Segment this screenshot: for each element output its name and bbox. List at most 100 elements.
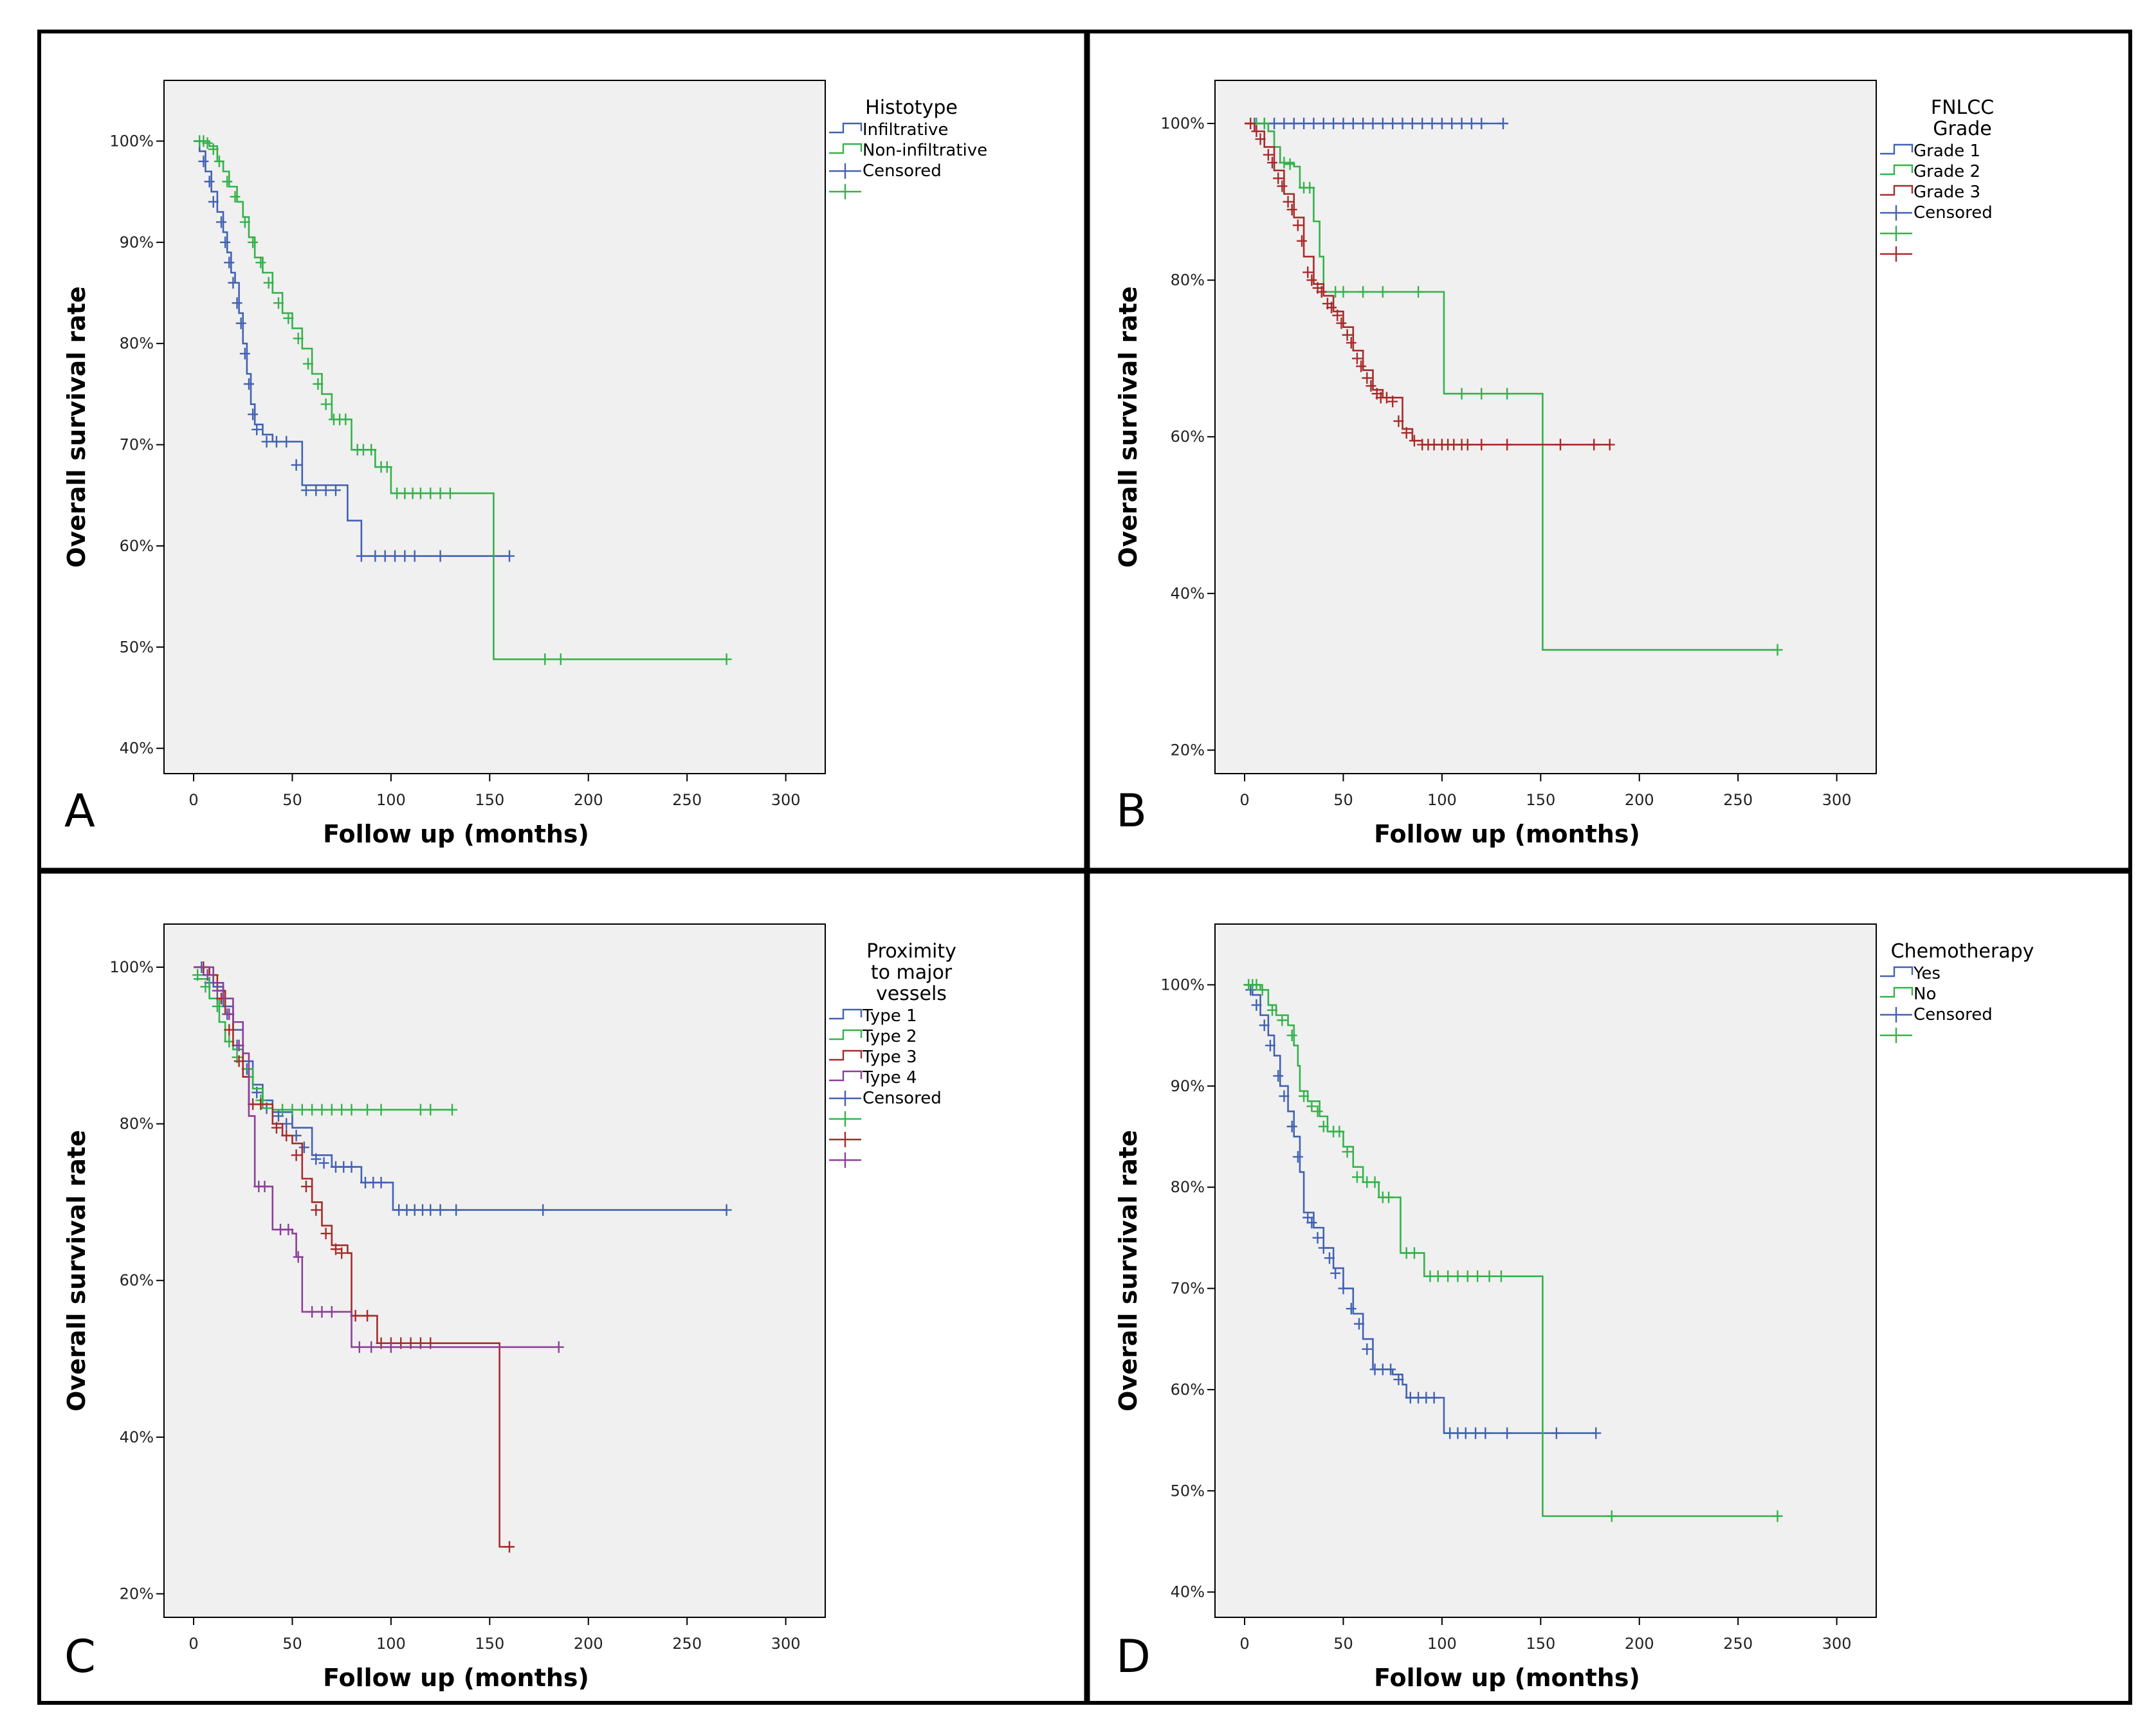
censor-mark	[1362, 1343, 1373, 1355]
censor-mark	[356, 550, 367, 562]
censor-mark	[202, 969, 213, 981]
censor-mark	[192, 969, 203, 981]
legend-swatch-line	[829, 143, 863, 154]
censor-mark	[293, 1251, 304, 1263]
censor-mark	[1348, 117, 1358, 129]
legend-title: FNLCC	[1931, 96, 1994, 119]
censor-mark	[1292, 219, 1303, 232]
censor-mark	[1297, 235, 1308, 247]
censor-mark	[1308, 117, 1319, 129]
plot-area	[163, 923, 826, 1618]
legend-title: Chemotherapy	[1891, 940, 2034, 963]
censor-mark	[224, 1008, 235, 1021]
censor-mark	[281, 1129, 292, 1141]
censor-mark	[346, 1104, 357, 1116]
censor-mark	[255, 1098, 266, 1111]
y-tick-label: 80%	[1171, 1178, 1205, 1196]
x-axis-title: Follow up (months)	[323, 820, 589, 848]
legend-title: Histotype	[865, 96, 958, 119]
censor-mark	[721, 653, 732, 666]
plot-area	[163, 80, 826, 774]
censor-mark	[1354, 1318, 1365, 1330]
panel-letter: B	[1116, 785, 1147, 837]
censor-mark	[399, 550, 410, 562]
censor-mark	[1456, 117, 1467, 129]
censor-mark	[370, 550, 381, 562]
censor-mark	[1384, 1191, 1394, 1203]
panel-letter: D	[1116, 1630, 1151, 1683]
censor-mark	[451, 1204, 462, 1216]
censor-mark	[1245, 984, 1256, 996]
x-tick-label: 50	[1333, 1635, 1353, 1653]
censor-mark	[415, 487, 426, 500]
censor-mark	[1316, 286, 1327, 298]
censor-mark	[1462, 1270, 1473, 1282]
censor-mark	[1358, 117, 1369, 129]
censor-mark	[1245, 117, 1256, 129]
censor-mark	[212, 1000, 223, 1012]
legend-title: to major	[871, 961, 953, 984]
censor-mark	[1387, 395, 1398, 408]
legend-swatch-line	[829, 1049, 863, 1061]
censor-mark	[1259, 117, 1270, 129]
censor-mark	[1330, 1267, 1341, 1279]
x-axis-title: Follow up (months)	[1374, 820, 1640, 848]
y-tick-label: 100%	[1160, 976, 1205, 994]
legend-title: vessels	[876, 983, 947, 1005]
censor-mark	[1604, 439, 1615, 451]
censor-mark	[1589, 439, 1600, 451]
censor-mark	[1257, 984, 1268, 996]
x-tick-label: 100	[376, 1635, 406, 1653]
censor-mark	[444, 487, 455, 500]
censor-mark	[1502, 1427, 1513, 1439]
censor-mark	[1346, 337, 1357, 349]
panel-c: 0 50 100 150 200 250 300 20% 40% 60% 80% 100% Follow…	[62, 923, 956, 1692]
censor-mark	[1358, 286, 1369, 298]
legend-swatch-censor	[1880, 226, 1912, 241]
censor-mark	[1462, 439, 1473, 451]
censor-mark	[1266, 1004, 1277, 1016]
censor-mark	[1304, 181, 1315, 194]
censor-mark	[346, 1161, 357, 1173]
censor-mark	[1277, 1014, 1288, 1026]
censor-mark	[1351, 1171, 1362, 1183]
censor-mark	[1306, 274, 1317, 286]
censor-mark	[1265, 1039, 1275, 1051]
y-axis-title: Overall survival rate	[62, 286, 91, 568]
censor-mark	[307, 1305, 318, 1318]
censor-mark	[1502, 388, 1513, 400]
censor-mark	[362, 1104, 373, 1116]
censor-mark	[1338, 1282, 1349, 1294]
censor-mark	[307, 1104, 318, 1116]
x-tick-label: 300	[1822, 791, 1852, 809]
x-tick-label: 0	[188, 1635, 198, 1653]
legend-label: Type 4	[862, 1068, 917, 1087]
censor-mark	[277, 1104, 288, 1116]
x-tick-label: 200	[574, 791, 603, 809]
censor-mark	[1306, 1100, 1317, 1113]
x-tick-label: 150	[1526, 1635, 1555, 1653]
x-tick-label: 50	[282, 791, 302, 809]
x-axis-title: Follow up (months)	[1374, 1664, 1640, 1692]
panel-d: 0 50 100 150 200 250 300 40% 50% 60% 70% 80% 90% 100%…	[1114, 923, 2034, 1692]
censor-mark	[1367, 117, 1378, 129]
censor-mark	[1283, 195, 1293, 208]
legend-swatch-censor	[829, 1132, 861, 1147]
legend-label: Type 3	[862, 1048, 917, 1067]
censor-mark	[1318, 117, 1329, 129]
legend-swatch-censor	[829, 184, 861, 199]
legend-label: Censored	[1914, 203, 1993, 223]
censor-mark	[233, 1039, 244, 1051]
censor-mark	[435, 550, 446, 562]
censor-mark	[1413, 286, 1424, 298]
y-tick-label: 100%	[109, 132, 154, 150]
censor-mark	[538, 1204, 549, 1216]
x-tick-label: 0	[1239, 791, 1249, 809]
y-tick-label: 80%	[120, 334, 154, 352]
survival-curve-yes	[1245, 984, 1596, 1434]
censor-mark	[1502, 439, 1513, 451]
censor-mark	[1466, 117, 1477, 129]
